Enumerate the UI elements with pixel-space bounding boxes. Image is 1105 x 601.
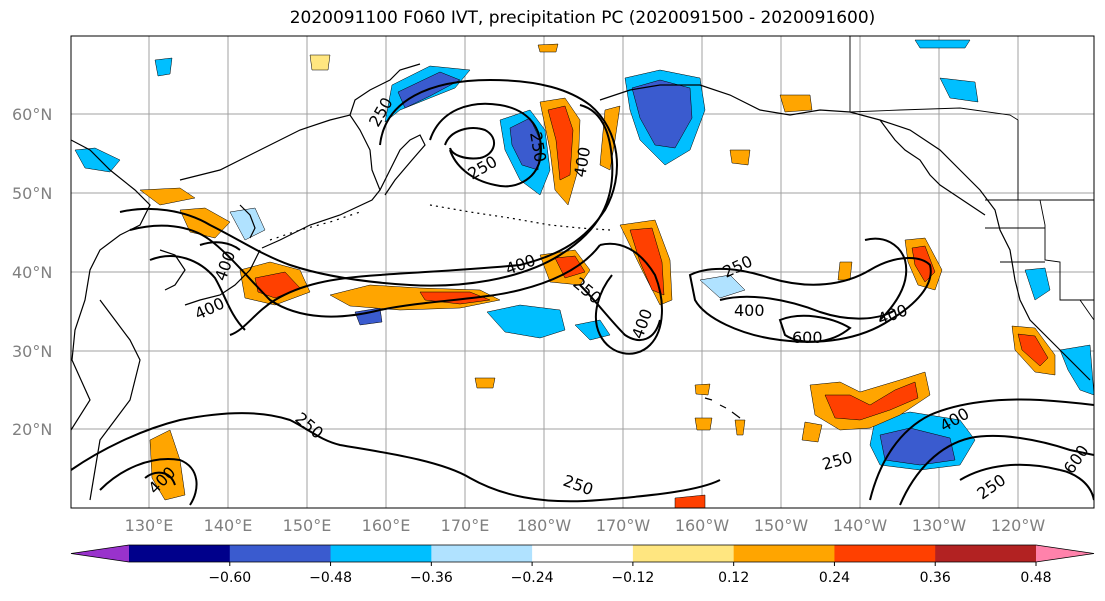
map-title: 2020091100 F060 IVT, precipitation PC (2… xyxy=(289,8,876,28)
contour-label: 600 xyxy=(792,328,823,347)
colorbar-tick-label: 0.24 xyxy=(819,570,850,586)
lon-label: 150°E xyxy=(283,516,332,535)
colorbar-segment xyxy=(330,545,432,562)
coastlines xyxy=(71,63,1091,501)
colorbar-tick-label: −0.48 xyxy=(309,570,352,586)
colorbar-extend-min xyxy=(71,545,129,562)
lon-label: 140°E xyxy=(204,516,253,535)
colorbar-tick-label: −0.36 xyxy=(410,570,453,586)
lat-label: 60°N xyxy=(12,105,52,124)
map-frame xyxy=(70,35,1095,509)
colorbar-segment xyxy=(935,545,1037,562)
borders xyxy=(849,36,1094,321)
colorbar-segment xyxy=(733,545,835,562)
colorbar-extend-max xyxy=(1036,545,1094,562)
colorbar-segment xyxy=(632,545,735,562)
positive-precip-anomalies xyxy=(139,43,1056,508)
lat-label: 40°N xyxy=(12,263,52,282)
lon-label: 170°W xyxy=(596,516,651,535)
colorbar-ticks: −0.60 −0.48 −0.36 −0.24 −0.12 0.12 0.24 0.36 0.4… xyxy=(208,562,1052,586)
colorbar-segment xyxy=(129,545,231,562)
colorbar-segment xyxy=(532,545,634,562)
lon-label: 160°W xyxy=(675,516,730,535)
lon-label: 180°W xyxy=(517,516,572,535)
colorbar-tick-label: 0.12 xyxy=(718,570,749,586)
latitude-labels: 60°N 50°N 40°N 30°N 20°N xyxy=(12,105,52,439)
lat-label: 50°N xyxy=(12,184,52,203)
colorbar-tick-label: −0.12 xyxy=(611,570,654,586)
colorbar-tick-label: −0.24 xyxy=(511,570,554,586)
negative-precip-anomalies xyxy=(74,39,1094,471)
colorbar-segment xyxy=(431,545,533,562)
lon-label: 160°E xyxy=(362,516,411,535)
ivt-contours xyxy=(71,78,1094,506)
lon-label: 140°W xyxy=(833,516,888,535)
lon-label: 130°E xyxy=(125,516,174,535)
lon-label: 150°W xyxy=(754,516,809,535)
colorbar-tick-label: 0.48 xyxy=(1020,570,1051,586)
colorbar-outline xyxy=(70,544,1095,563)
lon-label: 170°E xyxy=(441,516,490,535)
longitude-labels: 130°E 140°E 150°E 160°E 170°E 180°W 170°… xyxy=(125,516,1046,535)
colorbar-tick-label: −0.60 xyxy=(208,570,251,586)
colorbar xyxy=(70,544,1095,563)
lat-label: 20°N xyxy=(12,420,52,439)
colorbar-tick-label: 0.36 xyxy=(920,570,951,586)
contour-label: 400 xyxy=(734,301,765,320)
colorbar-segment xyxy=(229,545,332,562)
colorbar-segment xyxy=(834,545,936,562)
lon-label: 120°W xyxy=(991,516,1046,535)
lat-label: 30°N xyxy=(12,342,52,361)
lon-label: 130°W xyxy=(912,516,967,535)
